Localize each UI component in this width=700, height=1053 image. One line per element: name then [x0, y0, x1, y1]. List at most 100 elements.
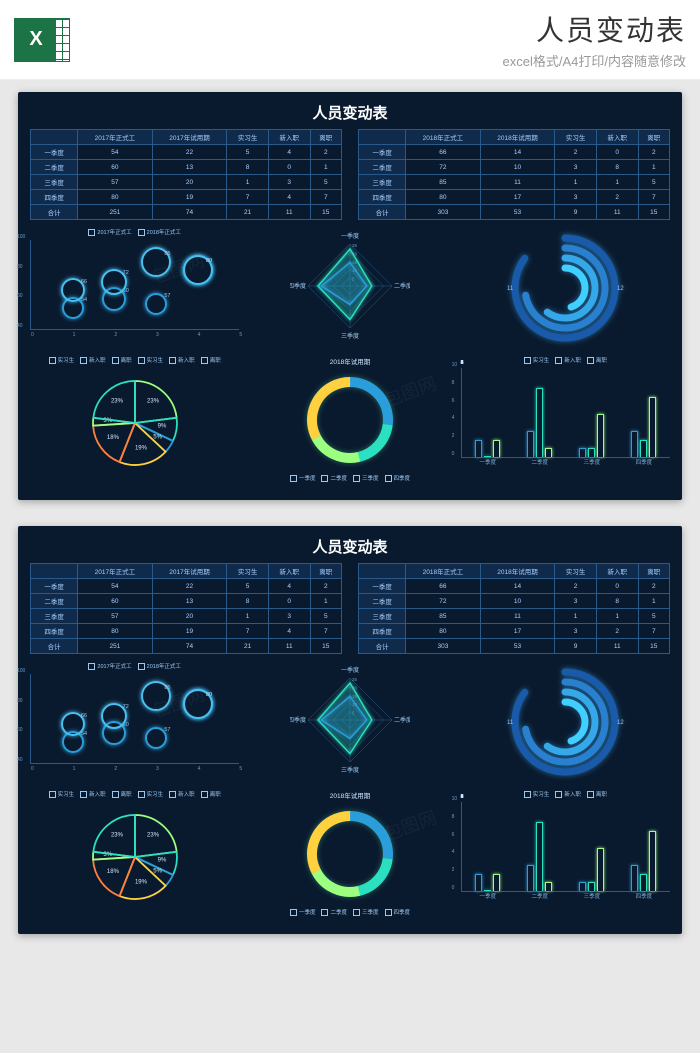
bar: 1: [545, 448, 552, 457]
svg-text:一季度: 一季度: [341, 232, 359, 240]
svg-text:25: 25: [352, 677, 358, 682]
bar: 2: [493, 440, 500, 457]
bar-group: 542: [475, 440, 500, 457]
table-header: 2018年试用期: [480, 130, 555, 145]
table-cell: 13: [152, 160, 227, 175]
bubble-cell: 2017年正式工2018年正式工546057806672858040608010…: [30, 228, 239, 348]
svg-text:四季度: 四季度: [290, 716, 306, 724]
table-cell: 2: [638, 579, 669, 594]
bubble-legend: 2017年正式工2018年正式工: [30, 662, 239, 670]
bubble-label: 85: [164, 251, 170, 257]
bar-group: 747: [631, 397, 656, 457]
svg-text:25: 25: [352, 243, 358, 248]
table-cell: 1: [596, 609, 638, 624]
row-header: 合计: [359, 205, 406, 220]
table-cell: 1: [310, 160, 341, 175]
legend-item: 实习生: [138, 790, 164, 798]
row-header: 二季度: [359, 160, 406, 175]
svg-text:9%: 9%: [157, 423, 166, 429]
table-cell: 8: [596, 594, 638, 609]
table-cell: 53: [480, 639, 555, 654]
bar: 1: [579, 882, 586, 891]
row-header: 一季度: [31, 145, 78, 160]
table-row: 三季度8511115: [359, 609, 670, 624]
bar: 5: [475, 440, 482, 457]
table-cell: 2: [310, 579, 341, 594]
table-header: 2017年正式工: [78, 130, 153, 145]
bar: 4: [640, 440, 647, 457]
table-cell: 21: [227, 639, 269, 654]
bubble-label: 72: [123, 704, 129, 710]
bar-cell: 实习生新入职离职0246810542一季度801二季度135三季度747四季度: [461, 356, 670, 486]
table-cell: 60: [78, 594, 153, 609]
concentric-chart: 1112: [503, 228, 627, 348]
bar: 7: [649, 831, 656, 891]
table-cell: 17: [480, 190, 555, 205]
svg-text:15: 15: [352, 694, 358, 699]
table-cell: 1: [638, 594, 669, 609]
radar-chart: 一季度二季度三季度四季度510152025: [290, 662, 410, 778]
svg-text:20: 20: [352, 251, 358, 256]
bar: 3: [588, 882, 595, 891]
table-row: 四季度8019747: [31, 190, 342, 205]
donut-cell: 2018年试用期一季度二季度三季度四季度: [245, 356, 454, 486]
table-cell: 7: [227, 624, 269, 639]
table-cell: 7: [227, 190, 269, 205]
bar: 7: [631, 431, 638, 457]
table-row: 合计3035391115: [359, 639, 670, 654]
table-cell: 57: [78, 609, 153, 624]
table-cell: 1: [227, 609, 269, 624]
svg-text:三季度: 三季度: [341, 332, 359, 340]
table-cell: 1: [227, 175, 269, 190]
pie-legend: 实习生新入职离职实习生新入职离职: [30, 356, 239, 364]
svg-text:19%: 19%: [135, 880, 148, 886]
bar: 4: [640, 874, 647, 891]
legend-item: 实习生: [49, 356, 75, 364]
legend-item: 离职: [201, 790, 221, 798]
row-header: 合计: [31, 639, 78, 654]
table-cell: 11: [596, 205, 638, 220]
data-table: 2018年正式工2018年试用期实习生新入职离职一季度6614202二季度721…: [358, 563, 670, 654]
svg-text:二季度: 二季度: [394, 282, 410, 290]
legend-item: 新入职: [80, 790, 106, 798]
table-cell: 8: [227, 594, 269, 609]
table-cell: 3: [268, 175, 310, 190]
table-cell: 14: [480, 579, 555, 594]
row-header: 三季度: [31, 175, 78, 190]
table-cell: 1: [596, 175, 638, 190]
table-cell: 15: [310, 639, 341, 654]
table-cell: 7: [638, 624, 669, 639]
legend-item: 实习生: [524, 790, 550, 798]
bar-xlabel: 一季度: [462, 458, 514, 466]
table-row: 四季度8017327: [359, 624, 670, 639]
table-cell: 11: [268, 639, 310, 654]
table-row: 一季度5422542: [31, 579, 342, 594]
legend-item: 离职: [201, 356, 221, 364]
bar-xlabel: 四季度: [618, 458, 670, 466]
table-row: 一季度5422542: [31, 145, 342, 160]
table-header: 离职: [310, 130, 341, 145]
table-cell: 251: [78, 205, 153, 220]
svg-text:18%: 18%: [107, 435, 120, 441]
table-cell: 4: [268, 579, 310, 594]
table-cell: 85: [406, 175, 481, 190]
table-cell: 11: [268, 205, 310, 220]
svg-text:12: 12: [617, 720, 624, 726]
table-cell: 80: [406, 190, 481, 205]
table-cell: 15: [310, 205, 341, 220]
page-title: 人员变动表: [72, 9, 686, 49]
svg-text:10: 10: [352, 702, 358, 707]
radar-chart: 一季度二季度三季度四季度510152025: [290, 228, 410, 344]
table-cell: 74: [152, 639, 227, 654]
svg-text:二季度: 二季度: [394, 716, 410, 724]
table-cell: 3: [555, 190, 597, 205]
table-cell: 5: [638, 175, 669, 190]
svg-text:23%: 23%: [147, 399, 160, 405]
table-cell: 2: [638, 145, 669, 160]
data-table: 2018年正式工2018年试用期实习生新入职离职一季度6614202二季度721…: [358, 129, 670, 220]
table-row: 合计25174211115: [31, 639, 342, 654]
table-header: 离职: [638, 564, 669, 579]
table-cell: 303: [406, 205, 481, 220]
bar-group: 801: [527, 822, 552, 891]
legend-item: 四季度: [385, 474, 411, 482]
